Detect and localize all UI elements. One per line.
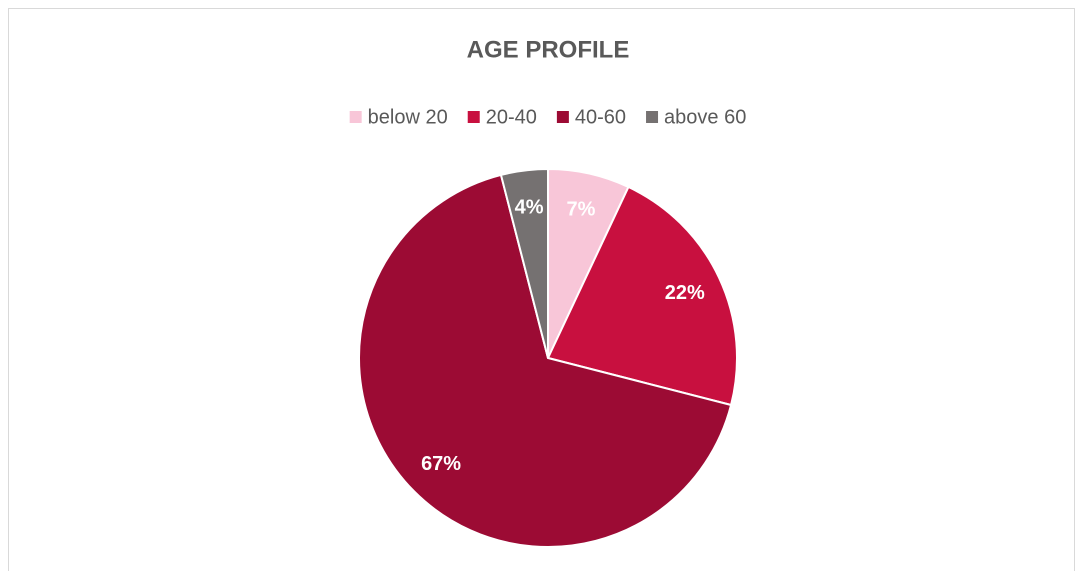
data-label: 22% (665, 282, 705, 304)
legend-label: 20-40 (486, 106, 537, 128)
pie-slice (546, 185, 738, 407)
pie-slice (499, 167, 549, 359)
data-label: 67% (421, 453, 461, 475)
legend-label: 40-60 (575, 106, 626, 128)
pie-slice (358, 173, 733, 548)
legend-swatch (646, 111, 659, 123)
legend-swatch (467, 111, 480, 123)
pie (358, 167, 738, 548)
legend: below 20 20-40 40-60 above 60 (349, 106, 746, 128)
data-label: 7% (567, 199, 596, 221)
legend-label: below 20 (368, 106, 448, 128)
legend-swatch (556, 111, 569, 123)
chart-title: AGE PROFILE (467, 36, 630, 63)
data-label: 4% (515, 196, 544, 218)
legend-label: above 60 (664, 106, 746, 128)
data-labels: 7% 22% 67% 4% (421, 196, 705, 475)
legend-swatch (349, 111, 362, 123)
